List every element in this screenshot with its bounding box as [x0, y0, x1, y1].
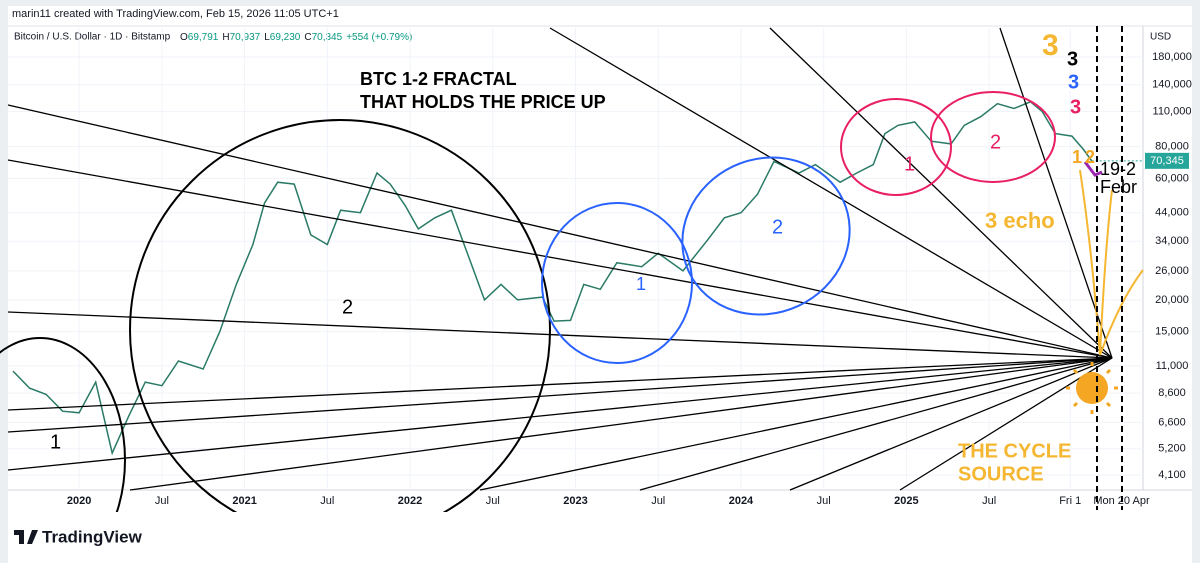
y-tick-label: 5,200 [1158, 443, 1186, 455]
x-tick-label: 2025 [894, 495, 918, 507]
price-badge [1145, 152, 1189, 169]
footer [8, 512, 1192, 563]
echo-curves [1079, 169, 1144, 356]
x-tick-label: Fri 1 [1059, 495, 1081, 507]
ticks: 4,1005,2006,6008,60011,00015,00020,00026… [67, 51, 1192, 507]
y-tick-label: 20,000 [1155, 294, 1189, 306]
x-tick-label: 2020 [67, 495, 91, 507]
x-tick-label: 2022 [398, 495, 422, 507]
y-tick-label: 44,000 [1155, 207, 1189, 219]
x-tick-label: Jul [155, 495, 169, 507]
x-tick-label: 2024 [729, 495, 754, 507]
x-tick-label: Jul [817, 495, 831, 507]
x-tick-label: 2021 [232, 495, 256, 507]
annotation: 2 [342, 296, 353, 318]
x-tick-label: 2023 [563, 495, 587, 507]
annotation: 2 [990, 131, 1001, 153]
grid [8, 28, 1143, 490]
annotation: 2 [772, 216, 783, 238]
x-tick-label: Jul [982, 495, 996, 507]
y-tick-label: 4,100 [1158, 469, 1186, 481]
annotation: 1 [50, 431, 61, 453]
y-tick-label: 60,000 [1155, 172, 1189, 184]
ohlc-label: C [304, 32, 311, 43]
annotation: 3 echo [985, 208, 1055, 233]
ohlc-label: H [222, 32, 229, 43]
ohlc-value: 69,791 [188, 32, 219, 43]
logo [14, 530, 38, 544]
y-axis-label: USD [1150, 32, 1171, 43]
change: +554 (+0.79%) [346, 32, 412, 43]
x-tick-label: Jul [320, 495, 334, 507]
date-markers [1096, 26, 1123, 510]
y-tick-label: 180,000 [1152, 51, 1192, 63]
annotation: 3 [1068, 71, 1079, 93]
y-tick-label: 11,000 [1156, 360, 1189, 372]
ohlc-values: O69,791H70,937L69,230C70,345+554 (+0.79%… [180, 32, 412, 43]
symbol: Bitcoin / U.S. Dollar · 1D · Bitstamp [14, 32, 171, 43]
price-badge-label: 70,345 [1150, 155, 1184, 167]
y-tick-label: 6,600 [1158, 416, 1186, 428]
annotation: 19-2 [1100, 159, 1136, 179]
annotation: 1 [636, 274, 646, 294]
y-tick-label: 8,600 [1158, 387, 1186, 399]
annotation: BTC 1-2 FRACTAL [360, 69, 517, 89]
annotation: 3 [1042, 29, 1059, 62]
ohlc-value: 69,230 [270, 32, 301, 43]
sun [1066, 362, 1118, 414]
annotation: THAT HOLDS THE PRICE UP [360, 92, 606, 112]
y-tick-label: 26,000 [1155, 265, 1189, 277]
annotation: 2 [1085, 147, 1095, 167]
ohlc-label: O [180, 32, 188, 43]
ohlc-value: 70,937 [230, 32, 261, 43]
projection [1083, 161, 1103, 177]
y-tick-label: 34,000 [1155, 235, 1189, 247]
y-tick-label: 140,000 [1152, 79, 1192, 91]
ohlc: O69,791H70,937L69,230C70,345+554 (+0.79%… [180, 32, 412, 43]
x-tick-label: Jul [486, 495, 500, 507]
y-tick-label: 15,000 [1155, 326, 1189, 338]
annotation: 3 [1070, 96, 1081, 118]
annotation: 3 [1067, 48, 1078, 70]
annotation: SOURCE [958, 463, 1044, 485]
annotation: 1 [904, 153, 915, 175]
chart-panel [8, 6, 1192, 512]
brand: TradingView [42, 527, 143, 546]
annotation: THE CYCLE [958, 440, 1071, 462]
y-tick-label: 110,000 [1153, 105, 1192, 117]
credit: marin11 created with TradingView.com, Fe… [12, 8, 339, 20]
x-tick-label: Jul [651, 495, 665, 507]
y-tick-label: 80,000 [1155, 141, 1189, 153]
ohlc-label: L [264, 32, 270, 43]
annotation: 1 [1072, 147, 1082, 167]
annotation: Febr [1100, 177, 1137, 197]
